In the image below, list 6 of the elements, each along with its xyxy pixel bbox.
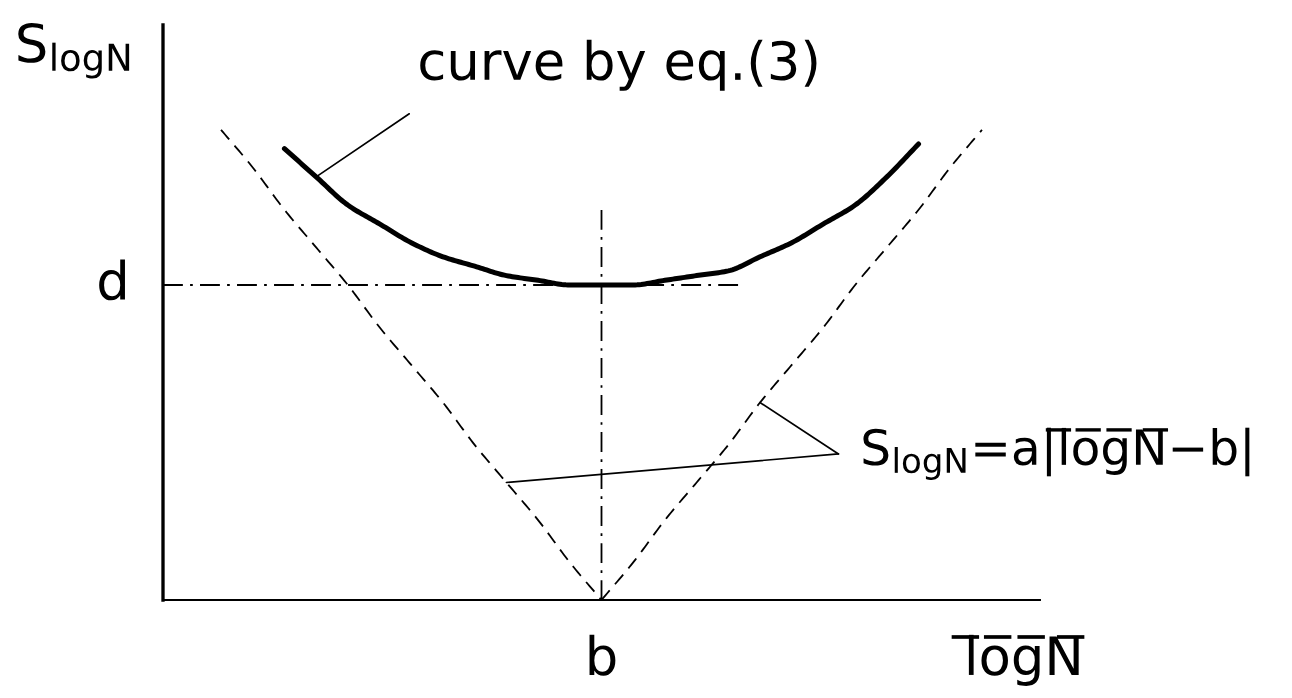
y-axis-title: S$_{logN}$	[18, 22, 130, 79]
x-axis-title: l̅o̅g̅N̅	[951, 634, 1085, 686]
text: b	[589, 634, 616, 676]
text: curve by eq.(3)	[420, 39, 817, 91]
ref-line-label: d	[99, 259, 125, 301]
annotation: S$_{logN}$=a|l̅o̅g̅N̅−b|	[863, 427, 1250, 480]
